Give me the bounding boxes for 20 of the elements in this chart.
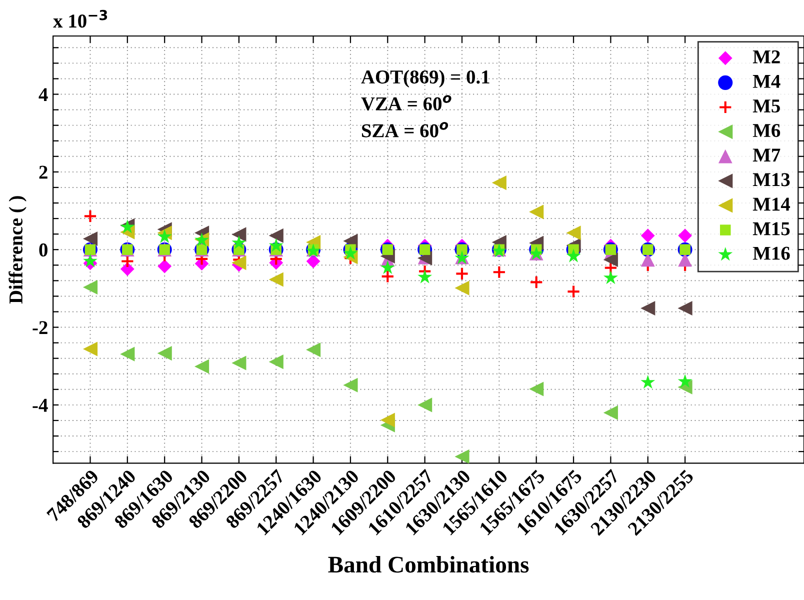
y-tick-label: 0 [39, 243, 48, 257]
legend-label: M5 [752, 100, 780, 113]
y-axis-title: Difference ( ) [8, 196, 26, 304]
text: x 10$^{−3}$ [53, 10, 108, 28]
legend-label: M14 [752, 198, 790, 211]
legend-label: M16 [752, 246, 790, 260]
y-tick-label: -2 [32, 321, 48, 334]
y-tick-label: 2 [39, 166, 48, 179]
annotation: SZA = 60$^{o}$ [362, 122, 448, 138]
legend-label: M15 [752, 222, 790, 236]
legend-label: M4 [752, 74, 780, 88]
y-tick-label: 4 [38, 88, 48, 101]
legend-label: M13 [752, 173, 790, 186]
legend-label: M2 [752, 50, 780, 64]
x-axis-title: Band Combinations [328, 556, 529, 573]
annotation: AOT(869) = 0.1 [361, 70, 490, 88]
legend-label: M7 [752, 148, 780, 162]
legend-label: M6 [752, 124, 780, 138]
annotation: VZA = 60$^{o}$ [361, 95, 452, 111]
y-tick-label: -4 [32, 398, 48, 412]
